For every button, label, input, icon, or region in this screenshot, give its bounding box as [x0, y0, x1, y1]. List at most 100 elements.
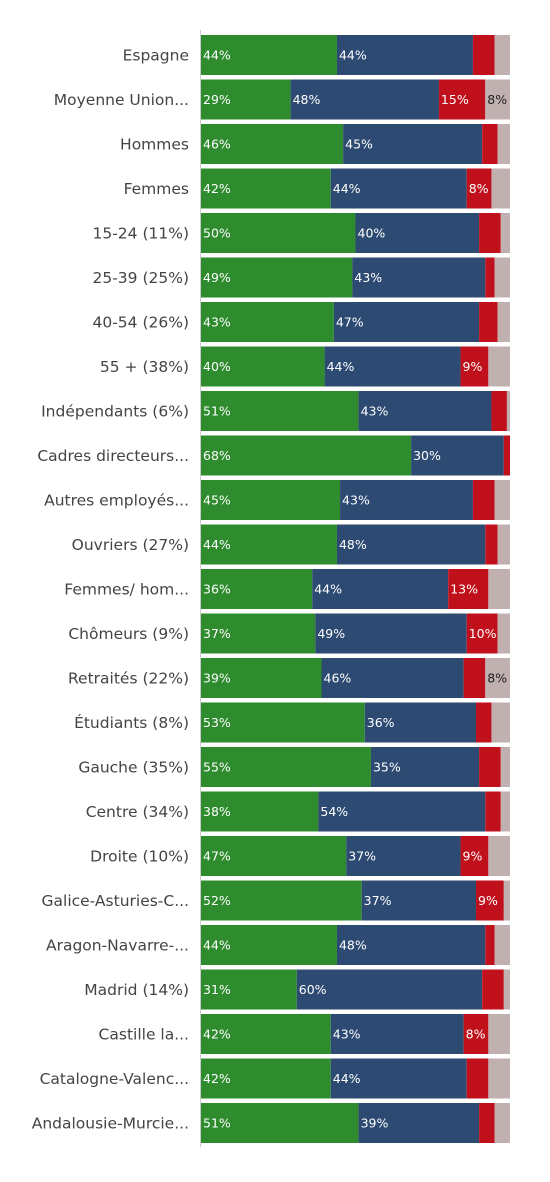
bar-segment: [503, 880, 510, 921]
bar-segment: [201, 791, 319, 832]
bar-segment: [485, 925, 495, 965]
bar-segment: [201, 658, 322, 698]
data-label: 36%: [203, 582, 231, 597]
bar-segment: [466, 1058, 489, 1099]
bar-segment: [488, 1014, 510, 1054]
bar-segment: [201, 35, 337, 75]
data-label: 43%: [354, 270, 382, 285]
bar-segment: [494, 1103, 510, 1143]
bar-segment: [201, 1103, 359, 1143]
bar-segment: [336, 925, 486, 965]
bar-segment: [488, 1058, 510, 1099]
bar-segment: [485, 658, 510, 698]
data-label: 48%: [339, 537, 367, 552]
data-label: 31%: [203, 982, 231, 997]
data-label: 42%: [203, 181, 231, 196]
data-label: 44%: [339, 48, 367, 63]
bar-segment: [411, 435, 504, 476]
bar-segment: [503, 969, 510, 1010]
bar-segment: [330, 1058, 467, 1099]
data-label: 43%: [333, 1027, 361, 1042]
data-label: 13%: [450, 582, 478, 597]
category-label: Gauche (35%): [78, 759, 189, 777]
bar-segment: [324, 346, 461, 387]
category-label: Ouvriers (27%): [72, 536, 189, 554]
data-label: 8%: [469, 181, 489, 196]
bars-layer: 44% 44% 29% 48% 15% 8% 46% 45% 42% 44% 8% 50% 40% 49%…: [201, 35, 510, 1143]
data-label: 30%: [413, 448, 441, 463]
category-label: Étudiants (8%): [74, 713, 189, 732]
bar-segment: [201, 391, 359, 431]
bar-segment: [466, 613, 498, 654]
data-label: 44%: [314, 582, 342, 597]
bar-segment: [488, 836, 510, 876]
category-label: Centre (34%): [86, 803, 189, 821]
bar-segment: [488, 346, 510, 387]
bar-segment: [460, 346, 489, 387]
category-label: Moyenne Union...: [54, 91, 189, 109]
bar-segment: [485, 524, 498, 565]
data-label: 47%: [203, 849, 231, 864]
category-label: Cadres directeurs...: [37, 447, 189, 465]
data-label: 60%: [299, 982, 327, 997]
data-label: 43%: [203, 315, 231, 330]
bar-segment: [201, 702, 365, 743]
category-label: 25-39 (25%): [92, 269, 189, 287]
category-label: Galice-Asturies-C...: [42, 892, 190, 910]
bar-segment: [201, 613, 316, 654]
bar-segment: [201, 213, 356, 253]
bar-segment: [201, 524, 337, 565]
bar-segment: [201, 880, 362, 921]
bar-segment: [201, 435, 412, 476]
category-label: Espagne: [123, 47, 189, 65]
bar-segment: [318, 791, 486, 832]
data-label: 9%: [463, 849, 483, 864]
bar-segment: [485, 791, 501, 832]
bar-segment: [479, 747, 501, 787]
category-label: Autres employés...: [44, 492, 189, 510]
bar-segment: [352, 257, 486, 298]
data-label: 44%: [333, 1071, 361, 1086]
bar-segment: [497, 524, 510, 565]
data-label: 46%: [203, 137, 231, 152]
category-label: 15-24 (11%): [92, 225, 189, 243]
category-label: 40-54 (26%): [92, 314, 189, 332]
bar-segment: [497, 613, 510, 654]
bar-segment: [312, 569, 449, 609]
data-label: 42%: [203, 1027, 231, 1042]
data-label: 44%: [203, 938, 231, 953]
data-label: 51%: [203, 404, 231, 419]
data-label: 38%: [203, 804, 231, 819]
bar-segment: [201, 346, 325, 387]
bar-segment: [479, 213, 501, 253]
bar-segment: [358, 1103, 480, 1143]
data-label: 39%: [203, 671, 231, 686]
data-label: 47%: [336, 315, 364, 330]
bar-segment: [494, 480, 510, 520]
data-label: 54%: [320, 804, 348, 819]
bar-segment: [500, 747, 510, 787]
bar-segment: [482, 124, 498, 164]
data-label: 37%: [203, 626, 231, 641]
data-label: 37%: [364, 893, 392, 908]
bar-segment: [201, 1058, 331, 1099]
category-labels-layer: Espagne Moyenne Union... Hommes Femmes 15-24…: [32, 47, 189, 1133]
bar-segment: [296, 969, 483, 1010]
data-label: 44%: [327, 359, 355, 374]
bar-segment: [336, 35, 473, 75]
data-label: 50%: [203, 226, 231, 241]
bar-segment: [315, 613, 467, 654]
bar-segment: [370, 747, 480, 787]
data-label: 40%: [203, 359, 231, 374]
bar-segment: [479, 1103, 495, 1143]
category-label: Retraités (22%): [68, 670, 189, 688]
data-label: 37%: [348, 849, 376, 864]
bar-segment: [476, 702, 492, 743]
bar-segment: [201, 79, 291, 120]
data-label: 9%: [463, 359, 483, 374]
bar-segment: [472, 35, 495, 75]
bar-segment: [494, 257, 510, 298]
bar-segment: [201, 1014, 331, 1054]
data-label: 9%: [478, 893, 498, 908]
